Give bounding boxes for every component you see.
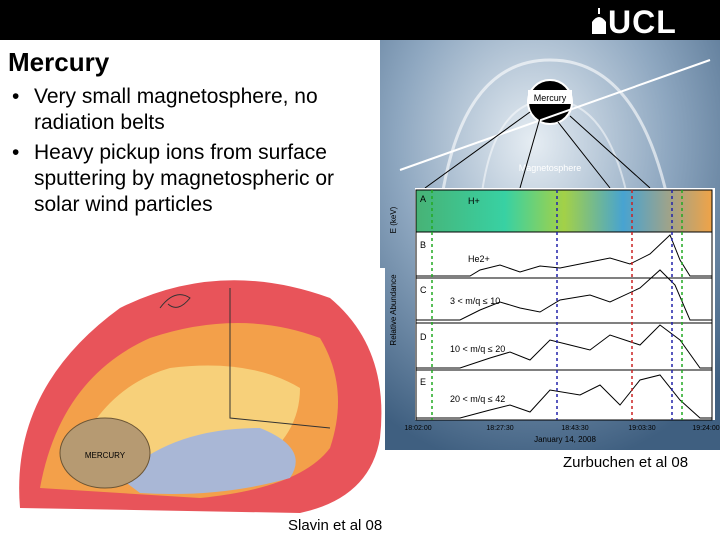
caption: Zurbuchen et al 08 (563, 454, 689, 471)
logo-dome (592, 8, 606, 34)
logo: UCL (608, 4, 677, 40)
bullet: Heavy pickup ions from surface sputterin… (0, 140, 380, 218)
time-label: 19:03:30 (628, 425, 655, 432)
panel-letter: C (420, 285, 427, 295)
panel-label: 20 < m/q ≤ 42 (450, 394, 505, 404)
axis-label: Relative Abundance (389, 274, 398, 346)
panel-label: H+ (468, 196, 480, 206)
time-label: 19:24:00 (692, 425, 719, 432)
bullet: Very small magnetosphere, no radiation b… (0, 84, 380, 136)
figure-left: MERCURY (0, 268, 385, 518)
time-label: 18:27:30 (486, 425, 513, 432)
bullet-list: Very small magnetosphere, no radiation b… (0, 84, 380, 222)
slide-title: Mercury (8, 47, 110, 77)
panel-label: He2+ (468, 254, 490, 264)
time-label: 18:02:00 (404, 425, 431, 432)
figure-right: Mercury Magnetosphere A H+ B He2+ C 3 < … (380, 40, 720, 450)
panel-letter: B (420, 240, 426, 250)
figure-label: Magnetosphere (519, 163, 582, 173)
panel-label: 10 < m/q ≤ 20 (450, 344, 505, 354)
date-label: January 14, 2008 (534, 435, 596, 444)
figure-label: Mercury (534, 93, 567, 103)
panel-letter: E (420, 377, 426, 387)
panel-label: 3 < m/q ≤ 10 (450, 296, 500, 306)
time-label: 18:43:30 (561, 425, 588, 432)
panel-letter: D (420, 332, 427, 342)
figure-label: MERCURY (85, 451, 126, 460)
panel-letter: A (420, 194, 426, 204)
caption: Slavin et al 08 (288, 517, 383, 534)
axis-label: E (keV) (389, 206, 398, 233)
